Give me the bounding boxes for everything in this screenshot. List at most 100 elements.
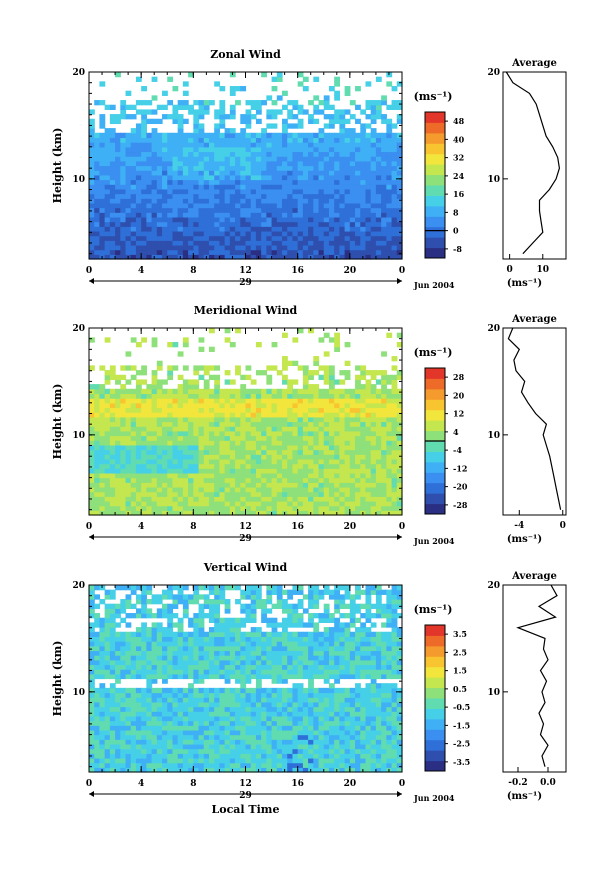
colorbar-label: 24 — [453, 171, 465, 181]
profile-y-tick-label: 20 — [487, 581, 500, 591]
colorbar-label: 48 — [453, 116, 465, 126]
x-tick-label: 0 — [399, 266, 405, 276]
colorbar-swatch — [425, 205, 445, 217]
colorbar-swatch — [425, 122, 445, 134]
x-tick-label: 4 — [138, 779, 144, 789]
date-label: 29 — [239, 791, 252, 801]
colorbar-swatch — [425, 216, 445, 228]
panel-2: Vertical Wind 0 4 8 12 16 20 0 20 10 Height (km) 29… — [51, 561, 567, 816]
profile-y-tick-label: 20 — [487, 324, 500, 334]
colorbar-label: 28 — [453, 372, 465, 382]
colorbar-swatch — [425, 645, 445, 657]
colorbar-swatch — [425, 698, 445, 709]
x-tick-label: 16 — [291, 522, 304, 532]
profile-y-tick-label: 10 — [487, 431, 500, 441]
colorbar-swatch — [425, 112, 445, 123]
average-profile: Average 20 10 -0.2 0.0 (ms⁻¹) — [487, 571, 567, 802]
colorbar-swatch — [425, 718, 445, 730]
colorbar-swatch — [425, 247, 445, 259]
profile-x-tick-label: 10 — [537, 265, 550, 275]
month-label: Jun 2004 — [413, 280, 455, 290]
x-tick-label: 12 — [239, 779, 252, 789]
profile-y-tick-label: 10 — [487, 175, 500, 185]
x-axis-label: Local Time — [212, 803, 280, 816]
colorbar-label: 20 — [453, 390, 465, 400]
colorbar-swatch — [425, 750, 445, 762]
colorbar-swatch — [425, 503, 445, 515]
date-label: 29 — [239, 534, 252, 544]
profile-frame — [502, 71, 567, 260]
x-tick-label: 0 — [399, 522, 405, 532]
panel-1: Meridional Wind 0 4 8 12 16 20 0 20 10 Height (km)… — [51, 304, 567, 546]
colorbar-swatch — [425, 143, 445, 155]
colorbar-label: 12 — [453, 409, 464, 419]
x-tick-label: 20 — [344, 266, 357, 276]
colorbar-swatch — [425, 399, 445, 411]
x-tick-label: 0 — [86, 779, 92, 789]
colorbar-label: -28 — [453, 500, 468, 510]
colorbar-swatch — [425, 666, 445, 678]
profile-frame — [502, 327, 567, 516]
colorbar-swatch — [425, 185, 445, 196]
colorbar-swatch — [425, 368, 445, 379]
colorbar-swatch — [425, 656, 445, 668]
month-label: Jun 2004 — [413, 536, 455, 546]
colorbar-swatch — [425, 729, 445, 741]
colorbar-label: -2.5 — [453, 739, 470, 749]
colorbar-label: 3.5 — [453, 629, 467, 639]
panel-title: Zonal Wind — [210, 48, 281, 61]
profile-y-tick-label: 20 — [487, 68, 500, 78]
x-tick-label: 0 — [86, 522, 92, 532]
colorbar-label: -20 — [453, 482, 468, 492]
colorbar-label: 0 — [453, 226, 459, 236]
x-tick-label: 0 — [399, 779, 405, 789]
y-tick-label: 20 — [72, 324, 85, 334]
x-tick-label: 0 — [86, 266, 92, 276]
x-tick-label: 16 — [291, 266, 304, 276]
colorbar-label: 4 — [453, 427, 459, 437]
profile-line — [516, 584, 558, 767]
colorbar-swatch — [425, 472, 445, 484]
colorbar-swatch — [425, 760, 445, 772]
x-tick-label: 4 — [138, 266, 144, 276]
colorbar-swatch — [425, 493, 445, 505]
y-tick-label: 10 — [72, 688, 85, 698]
colorbar-label: 40 — [453, 134, 465, 144]
colorbar-swatch — [425, 461, 445, 473]
colorbar-swatch — [425, 226, 445, 238]
colorbar: -28 -20 -12 -4 4 12 20 28 — [424, 367, 468, 515]
colorbar-swatch — [425, 677, 445, 689]
colorbar-swatch — [425, 687, 445, 699]
colorbar-swatch — [425, 378, 445, 390]
y-axis-label: Height (km) — [51, 384, 64, 460]
profile-x-tick-label: 0 — [560, 521, 566, 531]
panel-title: Vertical Wind — [203, 561, 288, 574]
colorbar-label: -1.5 — [453, 720, 470, 730]
profile-y-tick-label: 10 — [487, 688, 500, 698]
colorbar-swatch — [425, 132, 445, 144]
colorbar-swatch — [425, 174, 445, 186]
colorbar-swatch — [425, 237, 445, 249]
heatmap-field — [89, 72, 403, 260]
x-tick-label: 12 — [239, 522, 252, 532]
colorbar-label: 2.5 — [453, 647, 467, 657]
y-tick-label: 20 — [72, 581, 85, 591]
x-tick-label: 8 — [190, 266, 196, 276]
profile-unit: (ms⁻¹) — [507, 278, 542, 289]
colorbar-swatch — [425, 441, 445, 452]
y-tick-label: 10 — [72, 175, 85, 185]
colorbar-label: 0.5 — [453, 684, 467, 694]
colorbar-swatch — [425, 164, 445, 176]
colorbar-swatch — [425, 451, 445, 463]
y-axis-label: Height (km) — [51, 128, 64, 204]
colorbar-swatch — [425, 409, 445, 421]
colorbar-swatch — [425, 153, 445, 165]
average-profile: Average 20 10 -4 0 (ms⁻¹) — [487, 314, 567, 545]
profile-line — [505, 71, 561, 255]
profile-x-tick-label: -0.2 — [508, 778, 527, 788]
y-axis-label: Height (km) — [51, 641, 64, 717]
colorbar-unit: (ms⁻¹) — [414, 90, 453, 103]
x-tick-label: 16 — [291, 779, 304, 789]
